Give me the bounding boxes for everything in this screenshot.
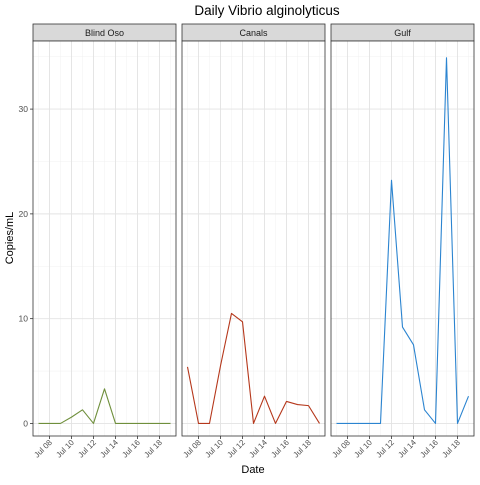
y-tick-label: 20: [19, 209, 29, 219]
y-tick-label: 0: [23, 418, 28, 428]
y-axis-title: Copies/mL: [4, 212, 16, 265]
y-tick-label: 30: [19, 104, 29, 114]
panel-border: [330, 40, 475, 437]
panel-border: [32, 40, 177, 437]
chart-title: Daily Vibrio alginolyticus: [194, 3, 340, 18]
y-tick-label: 10: [19, 314, 29, 324]
series-line-canals: [186, 312, 320, 424]
facet-label-blind-oso: Blind Oso: [85, 28, 124, 38]
series-line-gulf: [336, 57, 470, 424]
facet-label-canals: Canals: [239, 28, 268, 38]
x-axis-title: Date: [241, 464, 264, 476]
facet-label-gulf: Gulf: [394, 28, 411, 38]
series-line-blind-oso: [38, 388, 171, 424]
panel-border: [181, 40, 326, 437]
